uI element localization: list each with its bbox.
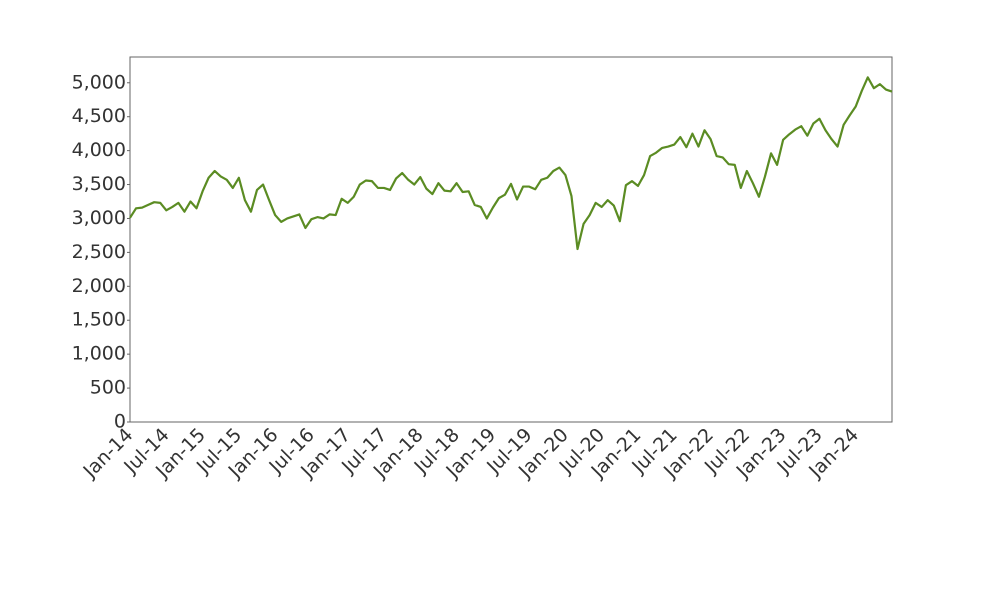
y-tick-label: 5,000 [72, 71, 126, 93]
plot-frame [129, 56, 893, 423]
y-tick-label: 2,000 [72, 275, 126, 297]
data-line [129, 76, 893, 251]
y-tick-label: 3,500 [72, 173, 126, 195]
y-tick-label: 4,000 [72, 139, 126, 161]
y-tick-label: 0 [114, 411, 126, 433]
y-tick-label: 3,000 [72, 207, 126, 229]
y-tick-label: 2,500 [72, 241, 126, 263]
y-tick-label: 4,500 [72, 105, 126, 127]
y-tick-label: 1,000 [72, 343, 126, 365]
y-tick-label: 500 [90, 377, 126, 399]
y-tick-label: 1,500 [72, 309, 126, 331]
